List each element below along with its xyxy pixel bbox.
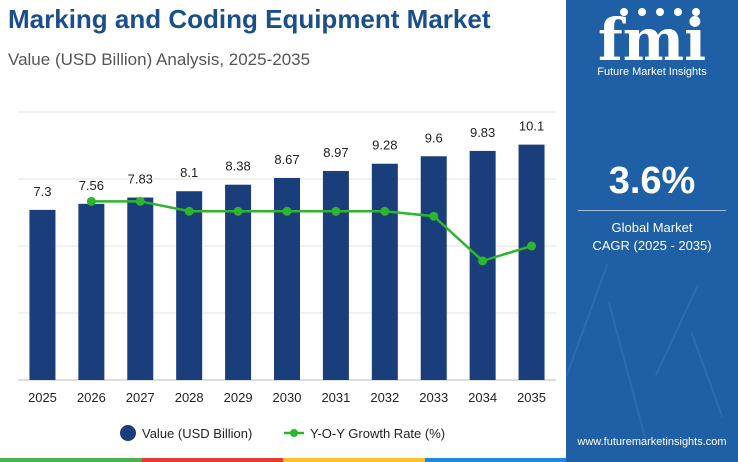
bar-2027 <box>127 197 154 380</box>
x-tick-2025: 2025 <box>28 390 57 405</box>
data-label-2028: 8.1 <box>180 165 198 180</box>
x-tick-2034: 2034 <box>468 390 497 405</box>
data-label-2031: 8.97 <box>323 145 348 160</box>
data-label-2032: 9.28 <box>372 138 397 153</box>
growth-point-2035 <box>527 241 537 251</box>
data-label-2030: 8.67 <box>274 152 299 167</box>
x-tick-2029: 2029 <box>224 390 253 405</box>
fmi-logo: fmi <box>598 6 706 74</box>
svg-text:fmi: fmi <box>598 6 706 74</box>
growth-point-2028 <box>184 206 194 216</box>
growth-point-2032 <box>380 206 390 216</box>
x-tick-2028: 2028 <box>175 390 204 405</box>
logo-subtitle: Future Market Insights <box>597 66 707 78</box>
growth-point-2029 <box>233 206 243 216</box>
website-link[interactable]: www.futuremarketinsights.com <box>577 436 727 448</box>
legend-bar-label: Value (USD Billion) <box>142 426 252 441</box>
bar-2031 <box>322 170 349 380</box>
growth-point-2026 <box>86 196 96 206</box>
legend-line-marker <box>290 429 298 437</box>
chart-area: 7.3 2025 7.56 2026 7.83 2027 8.1 2028 8.38 2029 8.… <box>18 111 556 441</box>
data-label-2026: 7.56 <box>79 178 104 193</box>
x-tick-2026: 2026 <box>77 390 106 405</box>
footer-segment-green <box>0 458 142 462</box>
footer-segment-yellow <box>283 458 425 462</box>
x-tick-2030: 2030 <box>273 390 302 405</box>
data-label-2029: 8.38 <box>225 159 250 174</box>
data-label-2027: 7.83 <box>128 172 153 187</box>
bar-2035 <box>518 144 545 380</box>
bar-2026 <box>78 203 105 380</box>
growth-point-2034 <box>478 256 488 266</box>
sidebar-panel: fmi Future Market Insights 3.6% Global M… <box>566 0 738 462</box>
x-tick-2032: 2032 <box>370 390 399 405</box>
cagr-label-line2: CAGR (2025 - 2035) <box>592 238 712 253</box>
cagr-divider <box>578 210 726 211</box>
data-label-2034: 9.83 <box>470 125 495 140</box>
bar-2025 <box>29 209 56 380</box>
bar-2032 <box>371 163 398 380</box>
growth-point-2031 <box>331 206 341 216</box>
legend-bar-swatch <box>120 425 136 441</box>
chart-subtitle: Value (USD Billion) Analysis, 2025-2035 <box>8 50 311 69</box>
bar-2034 <box>469 150 496 380</box>
growth-point-2033 <box>429 211 439 221</box>
data-label-2035: 10.1 <box>519 119 544 134</box>
data-label-2025: 7.3 <box>33 184 51 199</box>
footer-segment-blue <box>424 458 566 462</box>
bar-2029 <box>225 184 252 380</box>
bar-2033 <box>420 156 447 380</box>
footer-color-bar <box>0 458 566 462</box>
growth-rate-line <box>91 200 532 263</box>
footer-segment-red <box>141 458 283 462</box>
data-label-2033: 9.6 <box>425 130 443 145</box>
growth-point-2030 <box>282 206 292 216</box>
cagr-value: 3.6% <box>608 160 696 202</box>
x-tick-2027: 2027 <box>126 390 155 405</box>
growth-point-2027 <box>135 196 145 206</box>
chart-title: Marking and Coding Equipment Market <box>8 4 491 34</box>
x-tick-2033: 2033 <box>419 390 448 405</box>
legend-line-label: Y-O-Y Growth Rate (%) <box>310 426 445 441</box>
x-tick-2035: 2035 <box>517 390 546 405</box>
x-tick-2031: 2031 <box>321 390 350 405</box>
bar-2028 <box>176 191 203 380</box>
cagr-label-line1: Global Market <box>611 220 693 235</box>
